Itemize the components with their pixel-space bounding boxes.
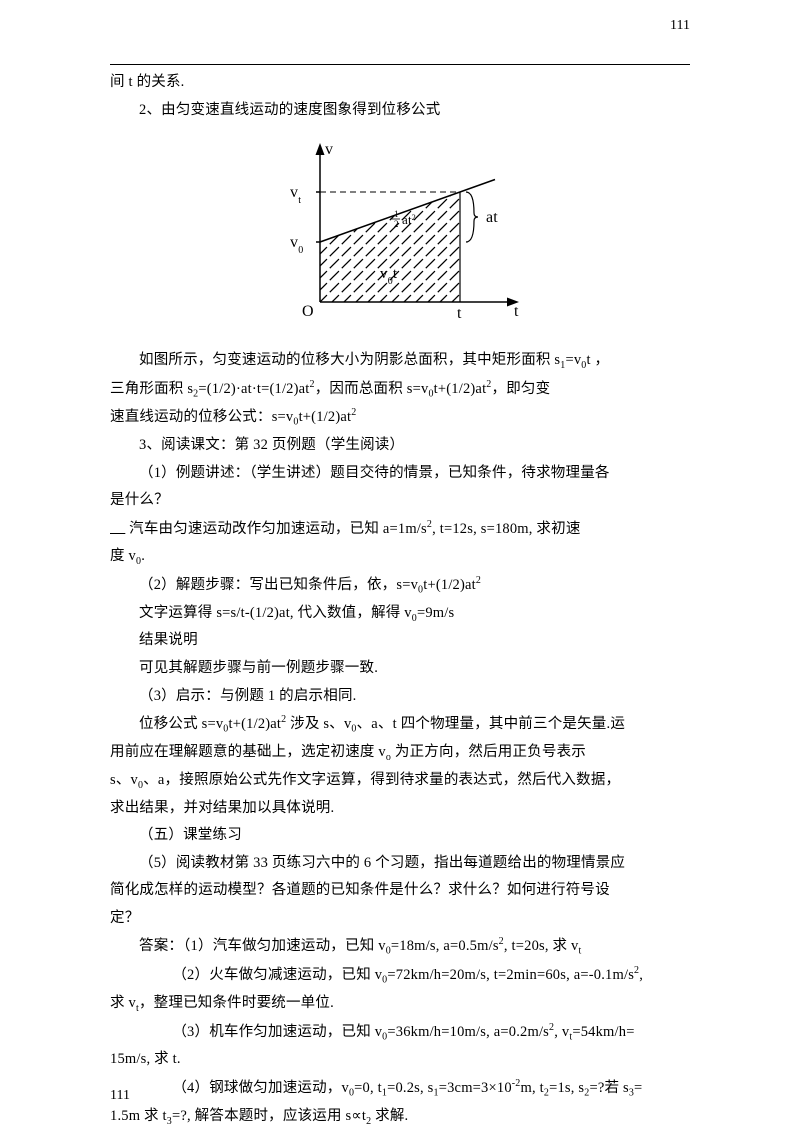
svg-text:1: 1 [394,209,399,219]
line: 是什么？ [110,487,690,515]
velocity-time-diagram: vtOvtv0tat12at2v0t [250,132,550,343]
svg-text:vt: vt [290,184,301,206]
svg-text:t: t [514,303,519,320]
line: 间 t 的关系. [110,69,690,97]
line: 定？ [110,905,690,933]
line: 求出结果，并对结果加以具体说明. [110,795,690,823]
line: 15m/s, 求 t. [110,1046,690,1074]
line: （2）火车做匀减速运动，已知 v0=72km/h=20m/s, t=2min=6… [110,961,690,990]
svg-text:t: t [457,305,462,322]
line: 答案：（1）汽车做匀加速运动，已知 v0=18m/s, a=0.5m/s2, t… [110,932,690,961]
footer-page-number: 111 [110,1088,130,1104]
line: 速直线运动的位移公式：s=v0t+(1/2)at2 [110,403,690,432]
line: （3）启示：与例题 1 的启示相同. [110,683,690,711]
line: 2、由匀变速直线运动的速度图象得到位移公式 [110,97,690,125]
line: （2）解题步骤：写出已知条件后，依，s=v0t+(1/2)at2 [110,571,690,600]
line: 简化成怎样的运动模型？各道题的已知条件是什么？求什么？如何进行符号设 [110,877,690,905]
line: 度 v0. [110,543,690,571]
line: 求 vt，整理已知条件时要统一单位. [110,990,690,1018]
line: 用前应在理解题意的基础上，选定初速度 vo 为正方向，然后用正负号表示 [110,739,690,767]
line: （5）阅读教材第 33 页练习六中的 6 个习题，指出每道题给出的物理情景应 [110,850,690,878]
header-page-number: 111 [110,18,690,34]
line: 可见其解题步骤与前一例题步骤一致. [110,655,690,683]
line: 汽车由匀速运动改作匀加速运动，已知 a=1m/s2, t=12s, s=180m… [110,515,690,543]
line: 位移公式 s=v0t+(1/2)at2 涉及 s、v0、a、t 四个物理量，其中… [110,710,690,739]
svg-text:O: O [302,303,314,320]
svg-text:2: 2 [394,219,399,229]
svg-text:v: v [325,141,333,158]
line: 结果说明 [110,627,690,655]
line: 1.5m 求 t3=?, 解答本题时，应该运用 s∝t2 求解. [110,1103,690,1131]
line: 文字运算得 s=s/t-(1/2)at, 代入数值，解得 v0=9m/s [110,600,690,628]
line: 3、阅读课文：第 32 页例题（学生阅读） [110,432,690,460]
line: s、v0、a，接照原始公式先作文字运算，得到待求量的表达式，然后代入数据， [110,767,690,795]
svg-text:at: at [486,209,498,226]
svg-text:v0: v0 [290,234,303,256]
line: （五）课堂练习 [110,822,690,850]
line: （4）钢球做匀加速运动，v0=0, t1=0.2s, s1=3cm=3×10-2… [110,1074,690,1103]
line: 如图所示，匀变速运动的位移大小为阴影总面积，其中矩形面积 s1=v0t ， [110,347,690,375]
line: （3）机车作匀加速运动，已知 v0=36km/h=10m/s, a=0.2m/s… [110,1018,690,1047]
document-body: 间 t 的关系. 2、由匀变速直线运动的速度图象得到位移公式 vtOvtv0ta… [110,69,690,1131]
line: 三角形面积 s2=(1/2)·at·t=(1/2)at2，因而总面积 s=v0t… [110,375,690,404]
header-rule [110,64,690,65]
line: （1）例题讲述：（学生讲述）题目交待的情景，已知条件，待求物理量各 [110,460,690,488]
